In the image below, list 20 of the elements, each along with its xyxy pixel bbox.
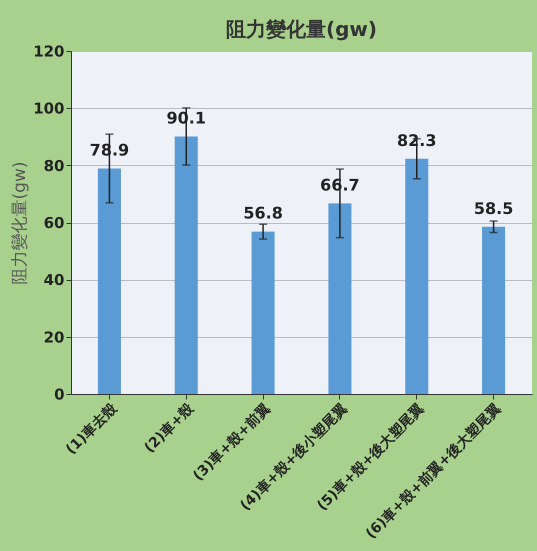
y-tick-label: 100	[33, 100, 64, 118]
bar	[98, 168, 121, 394]
y-tick-label: 60	[44, 214, 64, 232]
x-tick-label: (1)車去殼	[63, 400, 121, 458]
y-tick-label: 0	[54, 386, 64, 404]
data-label: 82.3	[397, 130, 436, 150]
bar	[174, 136, 198, 394]
data-label: 56.8	[243, 204, 283, 223]
bar	[405, 158, 428, 394]
bar	[328, 203, 352, 394]
y-tick-label: 20	[44, 328, 64, 346]
bar	[252, 232, 275, 394]
bar	[482, 226, 506, 394]
y-tick-label: 80	[44, 156, 64, 175]
y-tick-label: 120	[33, 42, 64, 60]
x-tick-label: (2)車+殼	[142, 400, 198, 456]
data-label: 58.5	[474, 198, 514, 218]
y-axis-title: 阻力變化量(gw)	[10, 162, 30, 284]
y-tick-label: 40	[44, 271, 64, 290]
chart-title: 阻力變化量(gw)	[226, 17, 378, 41]
